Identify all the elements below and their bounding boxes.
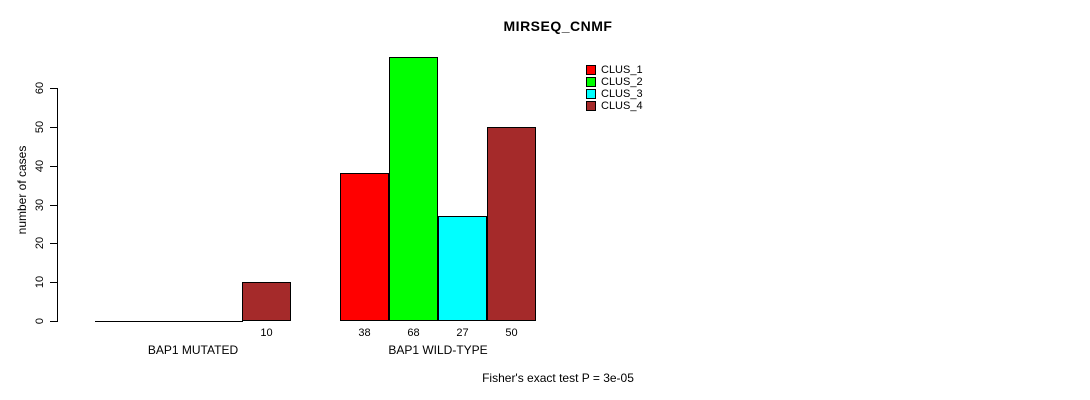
y-tick-label: 30: [34, 198, 46, 211]
fisher-test-annotation: Fisher's exact test P = 3e-05: [482, 371, 634, 385]
legend-item-label: CLUS_2: [601, 76, 643, 88]
y-tick-mark: [50, 126, 57, 128]
y-tick-label: 40: [34, 159, 46, 172]
y-tick-mark: [50, 88, 57, 89]
legend-item-clus_4: CLUS_4: [586, 100, 643, 112]
zero-height-bar: [144, 321, 194, 322]
legend-item-label: CLUS_3: [601, 88, 643, 100]
bar-value-label: 38: [358, 327, 371, 339]
bar-value-label: 27: [456, 327, 469, 339]
legend-swatch-icon: [586, 89, 596, 99]
y-tick-label: 60: [34, 81, 46, 95]
legend-item-clus_3: CLUS_3: [586, 88, 643, 100]
legend-swatch-icon: [586, 77, 596, 87]
y-tick-label: 20: [34, 237, 46, 250]
bar-value-label: 10: [260, 327, 273, 339]
y-tick-mark: [50, 204, 57, 206]
zero-height-bar: [193, 321, 243, 322]
bar-value-label: 68: [407, 327, 420, 339]
y-tick-label: 10: [34, 276, 46, 289]
y-tick-mark: [50, 321, 57, 322]
y-axis-line: [57, 88, 58, 322]
y-tick-mark: [50, 165, 57, 167]
chart-title: MIRSEQ_CNMF: [503, 18, 613, 34]
bar-clus_3: [438, 216, 487, 321]
bar-value-label: 50: [505, 327, 518, 339]
legend-item-clus_2: CLUS_2: [586, 76, 643, 88]
bar-clus_2: [389, 56, 438, 321]
group-label: BAP1 WILD-TYPE: [388, 343, 488, 357]
bar-clus_4: [242, 282, 291, 321]
y-tick-mark: [50, 282, 57, 284]
bar-clus_1: [340, 173, 389, 321]
legend: CLUS_1 CLUS_2 CLUS_3 CLUS_4: [586, 64, 643, 112]
legend-item-label: CLUS_4: [601, 100, 643, 112]
legend-item-clus_1: CLUS_1: [586, 64, 643, 76]
legend-swatch-icon: [586, 65, 596, 75]
legend-item-label: CLUS_1: [601, 64, 643, 76]
y-axis-label: number of cases: [15, 145, 29, 235]
y-tick-label: 50: [34, 120, 46, 133]
group-label: BAP1 MUTATED: [147, 343, 239, 357]
bar-clus_4: [487, 126, 536, 321]
zero-height-bar: [95, 321, 145, 322]
legend-swatch-icon: [586, 101, 596, 111]
y-tick-label: 0: [34, 317, 46, 325]
y-tick-mark: [50, 243, 57, 245]
